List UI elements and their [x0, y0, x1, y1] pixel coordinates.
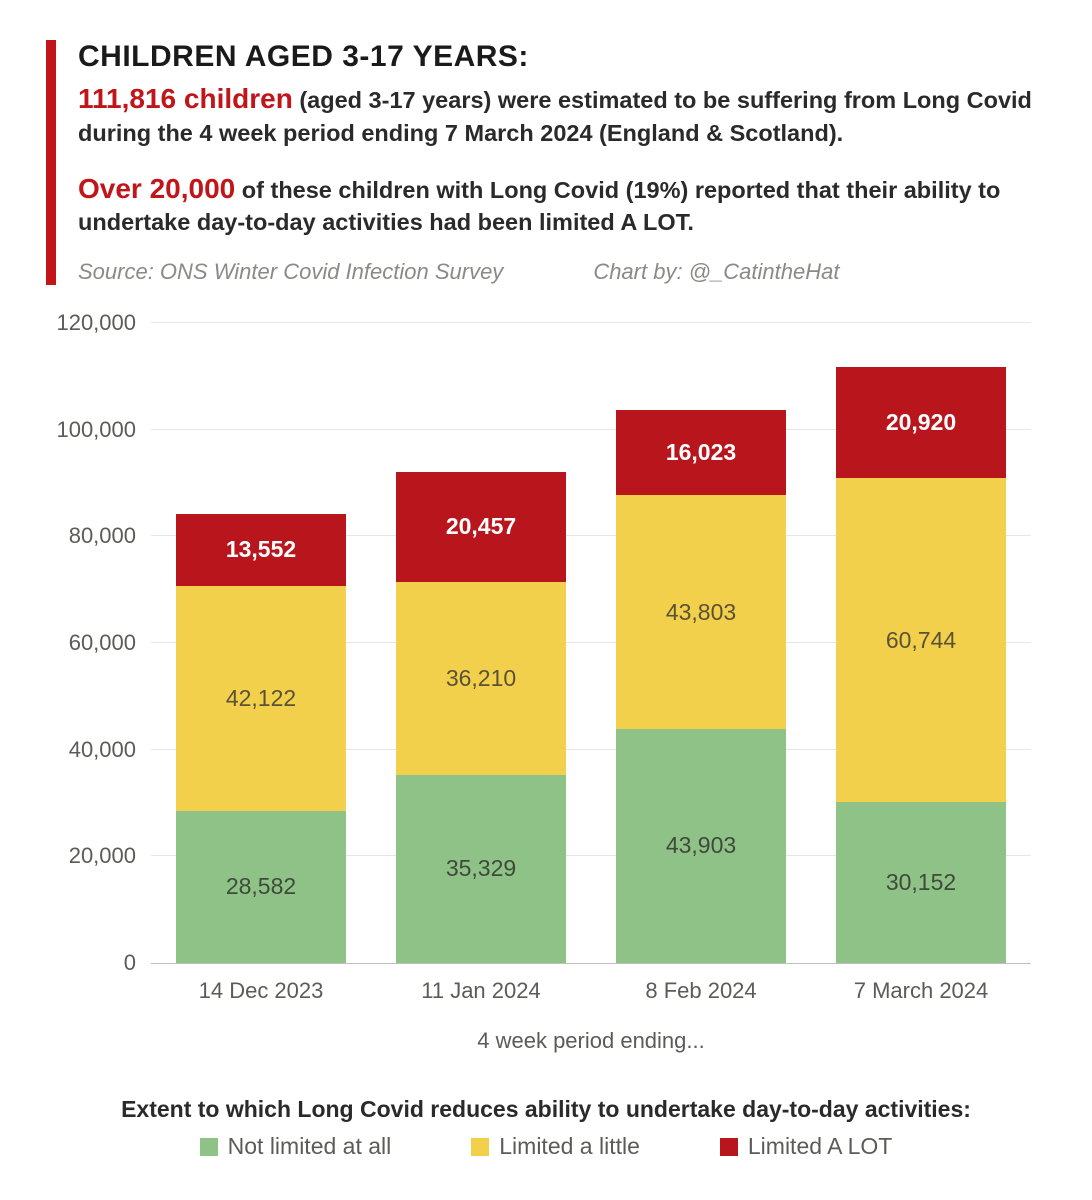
- x-axis-title: 4 week period ending...: [136, 1028, 1046, 1054]
- source-text: Source: ONS Winter Covid Infection Surve…: [78, 259, 503, 285]
- legend-swatch: [720, 1138, 738, 1156]
- summary-line-2: Over 20,000 of these children with Long …: [78, 170, 1046, 240]
- stacked-bar: 28,58242,12213,552: [176, 514, 346, 963]
- y-axis-label: 100,000: [46, 417, 136, 443]
- bar-segment-not: 35,329: [396, 775, 566, 963]
- x-axis-label: 11 Jan 2024: [371, 978, 591, 1004]
- page-title: CHILDREN AGED 3-17 YEARS:: [78, 40, 1046, 74]
- legend-item: Limited A LOT: [720, 1133, 892, 1160]
- chart: 28,58242,12213,552 35,32936,21020,457 43,9…: [46, 323, 1046, 1160]
- legend-item: Limited a little: [471, 1133, 640, 1160]
- legend-item: Not limited at all: [200, 1133, 392, 1160]
- legend-title: Extent to which Long Covid reduces abili…: [46, 1096, 1046, 1123]
- highlight-number-1: 111,816 children: [78, 83, 293, 114]
- credit-text: Chart by: @_CatintheHat: [593, 259, 839, 285]
- infographic-page: CHILDREN AGED 3-17 YEARS: 111,816 childr…: [0, 0, 1092, 1200]
- header-block: CHILDREN AGED 3-17 YEARS: 111,816 childr…: [46, 40, 1046, 285]
- legend-swatch: [471, 1138, 489, 1156]
- legend-label: Limited A LOT: [748, 1133, 892, 1160]
- bar-segment-lot: 13,552: [176, 514, 346, 586]
- chart-plot-area: 28,58242,12213,552 35,32936,21020,457 43,9…: [151, 323, 1031, 964]
- bar-segment-not: 43,903: [616, 729, 786, 963]
- bar-column: 28,58242,12213,552: [151, 514, 371, 963]
- bar-segment-little: 43,803: [616, 495, 786, 729]
- stacked-bar: 35,32936,21020,457: [396, 472, 566, 963]
- bar-segment-lot: 16,023: [616, 410, 786, 495]
- y-axis-label: 0: [46, 950, 136, 976]
- legend-label: Limited a little: [499, 1133, 640, 1160]
- x-axis-labels: 14 Dec 202311 Jan 20248 Feb 20247 March …: [151, 978, 1031, 1004]
- x-axis-label: 7 March 2024: [811, 978, 1031, 1004]
- bar-segment-lot: 20,457: [396, 472, 566, 581]
- bar-segment-lot: 20,920: [836, 367, 1006, 479]
- legend-label: Not limited at all: [228, 1133, 392, 1160]
- bar-segment-little: 60,744: [836, 478, 1006, 802]
- bar-column: 30,15260,74420,920: [811, 367, 1031, 963]
- bar-column: 43,90343,80316,023: [591, 410, 811, 963]
- y-axis-label: 60,000: [46, 630, 136, 656]
- y-axis-label: 120,000: [46, 310, 136, 336]
- highlight-number-2: Over 20,000: [78, 173, 235, 204]
- legend-swatch: [200, 1138, 218, 1156]
- y-axis-label: 20,000: [46, 843, 136, 869]
- x-axis-label: 14 Dec 2023: [151, 978, 371, 1004]
- bar-segment-not: 30,152: [836, 802, 1006, 963]
- legend: Not limited at all Limited a little Limite…: [46, 1133, 1046, 1160]
- x-axis-label: 8 Feb 2024: [591, 978, 811, 1004]
- bars-row: 28,58242,12213,552 35,32936,21020,457 43,9…: [151, 323, 1031, 963]
- bar-segment-little: 42,122: [176, 586, 346, 811]
- summary-line-1: 111,816 children (aged 3-17 years) were …: [78, 80, 1046, 150]
- y-axis-label: 40,000: [46, 737, 136, 763]
- stacked-bar: 30,15260,74420,920: [836, 367, 1006, 963]
- bar-column: 35,32936,21020,457: [371, 472, 591, 963]
- bar-segment-little: 36,210: [396, 582, 566, 775]
- source-row: Source: ONS Winter Covid Infection Surve…: [78, 259, 1046, 285]
- y-axis-label: 80,000: [46, 523, 136, 549]
- bar-segment-not: 28,582: [176, 811, 346, 963]
- stacked-bar: 43,90343,80316,023: [616, 410, 786, 963]
